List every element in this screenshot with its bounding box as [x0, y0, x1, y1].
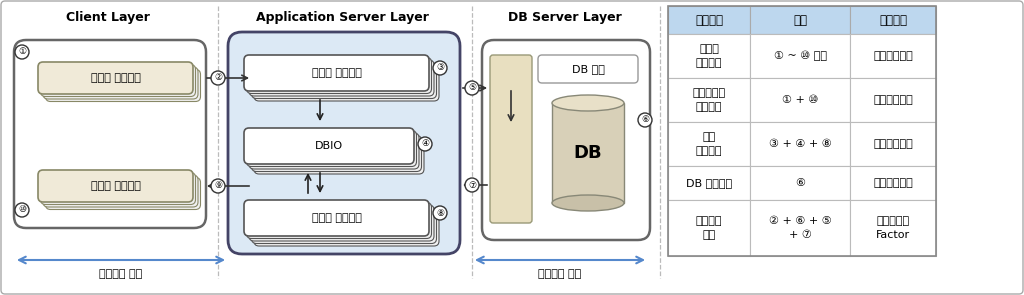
Text: ① ~ ⑩ 합산: ① ~ ⑩ 합산: [773, 51, 826, 61]
Text: ⑥: ⑥: [795, 178, 805, 188]
Text: 평가항목: 평가항목: [879, 14, 907, 27]
Bar: [668, 166, 750, 200]
Circle shape: [433, 206, 447, 220]
FancyBboxPatch shape: [247, 130, 417, 166]
FancyBboxPatch shape: [38, 62, 193, 94]
Text: ⑧: ⑧: [436, 209, 444, 217]
Circle shape: [211, 71, 225, 85]
FancyBboxPatch shape: [249, 133, 419, 169]
Circle shape: [638, 113, 652, 127]
FancyBboxPatch shape: [43, 67, 198, 99]
Bar: [850, 200, 936, 256]
Circle shape: [465, 81, 479, 95]
Text: Application Server Layer: Application Server Layer: [256, 12, 428, 24]
Text: DBIO: DBIO: [315, 141, 343, 151]
FancyBboxPatch shape: [43, 175, 198, 207]
Text: DB Server Layer: DB Server Layer: [508, 12, 622, 24]
Ellipse shape: [552, 95, 624, 111]
Circle shape: [433, 61, 447, 75]
Bar: [850, 34, 936, 78]
FancyBboxPatch shape: [254, 65, 439, 101]
Circle shape: [15, 45, 29, 59]
Text: 평균처리시간: 평균처리시간: [873, 178, 912, 188]
FancyBboxPatch shape: [244, 128, 414, 164]
Text: ② + ⑥ + ⑤
+ ⑦: ② + ⑥ + ⑤ + ⑦: [769, 217, 831, 240]
FancyBboxPatch shape: [247, 58, 431, 94]
FancyBboxPatch shape: [45, 70, 201, 101]
Text: ⑨: ⑨: [214, 181, 222, 191]
Text: ③ + ④ + ⑧: ③ + ④ + ⑧: [769, 139, 831, 149]
FancyBboxPatch shape: [228, 32, 460, 254]
Bar: [750, 6, 850, 34]
Text: 평균처리시간: 평균처리시간: [873, 95, 912, 105]
Bar: [750, 34, 850, 78]
Text: 평균처리시간: 평균처리시간: [873, 139, 912, 149]
Text: DB 서버: DB 서버: [571, 64, 604, 74]
Text: ④: ④: [421, 140, 429, 148]
Bar: [750, 78, 850, 122]
FancyBboxPatch shape: [252, 207, 436, 243]
FancyBboxPatch shape: [538, 55, 638, 83]
FancyBboxPatch shape: [490, 55, 532, 223]
Text: ③: ③: [436, 63, 444, 73]
Bar: [668, 6, 750, 34]
Text: 시스템
응답시간: 시스템 응답시간: [695, 45, 722, 68]
Circle shape: [465, 178, 479, 192]
Text: 내용: 내용: [793, 14, 807, 27]
Text: 데이터 출력처리: 데이터 출력처리: [311, 213, 361, 223]
FancyBboxPatch shape: [249, 205, 434, 241]
Text: ⑥: ⑥: [641, 116, 649, 124]
Bar: [668, 122, 750, 166]
Text: Client Layer: Client Layer: [67, 12, 150, 24]
Text: DB 처리시간: DB 처리시간: [686, 178, 732, 188]
Bar: [668, 34, 750, 78]
Bar: [850, 6, 936, 34]
Bar: [850, 78, 936, 122]
Text: 소요시간: 소요시간: [695, 14, 723, 27]
Bar: [750, 166, 850, 200]
FancyBboxPatch shape: [254, 210, 439, 246]
Text: DB: DB: [573, 144, 602, 162]
Bar: [850, 122, 936, 166]
Text: ① + ⑩: ① + ⑩: [781, 95, 818, 105]
FancyBboxPatch shape: [244, 55, 429, 91]
Circle shape: [211, 179, 225, 193]
FancyBboxPatch shape: [249, 60, 434, 96]
Text: 네트워크 구간: 네트워크 구간: [539, 269, 582, 279]
Text: ①: ①: [18, 47, 26, 57]
Circle shape: [15, 203, 29, 217]
Text: 사용자 입력처리: 사용자 입력처리: [90, 73, 140, 83]
Text: ⑤: ⑤: [468, 83, 476, 93]
Text: 시스템운용
Factor: 시스템운용 Factor: [876, 217, 910, 240]
Bar: [750, 200, 850, 256]
Text: ⑦: ⑦: [468, 181, 476, 189]
Text: 네트워크
시간: 네트워크 시간: [695, 217, 722, 240]
FancyBboxPatch shape: [254, 138, 424, 174]
FancyBboxPatch shape: [247, 202, 431, 238]
FancyBboxPatch shape: [252, 135, 422, 171]
Text: ②: ②: [214, 73, 222, 83]
Bar: [552, 103, 624, 203]
FancyBboxPatch shape: [41, 173, 196, 204]
Bar: [850, 166, 936, 200]
Bar: [750, 122, 850, 166]
Ellipse shape: [552, 195, 624, 211]
FancyBboxPatch shape: [252, 63, 436, 99]
FancyBboxPatch shape: [482, 40, 650, 240]
FancyBboxPatch shape: [45, 178, 201, 209]
FancyBboxPatch shape: [41, 65, 196, 96]
Text: 평균반응시간: 평균반응시간: [873, 51, 912, 61]
Bar: [668, 6, 936, 256]
FancyBboxPatch shape: [14, 40, 206, 228]
Text: 네트워크 구간: 네트워크 구간: [99, 269, 142, 279]
Text: 데이터 입력처리: 데이터 입력처리: [311, 68, 361, 78]
Text: ⑩: ⑩: [18, 206, 26, 214]
Text: 서버
처리시간: 서버 처리시간: [695, 132, 722, 155]
FancyBboxPatch shape: [38, 170, 193, 202]
Text: 클라이언트
처리시간: 클라이언트 처리시간: [692, 88, 726, 112]
Circle shape: [418, 137, 432, 151]
Bar: [668, 78, 750, 122]
Text: 사용자 출력처리: 사용자 출력처리: [90, 181, 140, 191]
FancyBboxPatch shape: [244, 200, 429, 236]
